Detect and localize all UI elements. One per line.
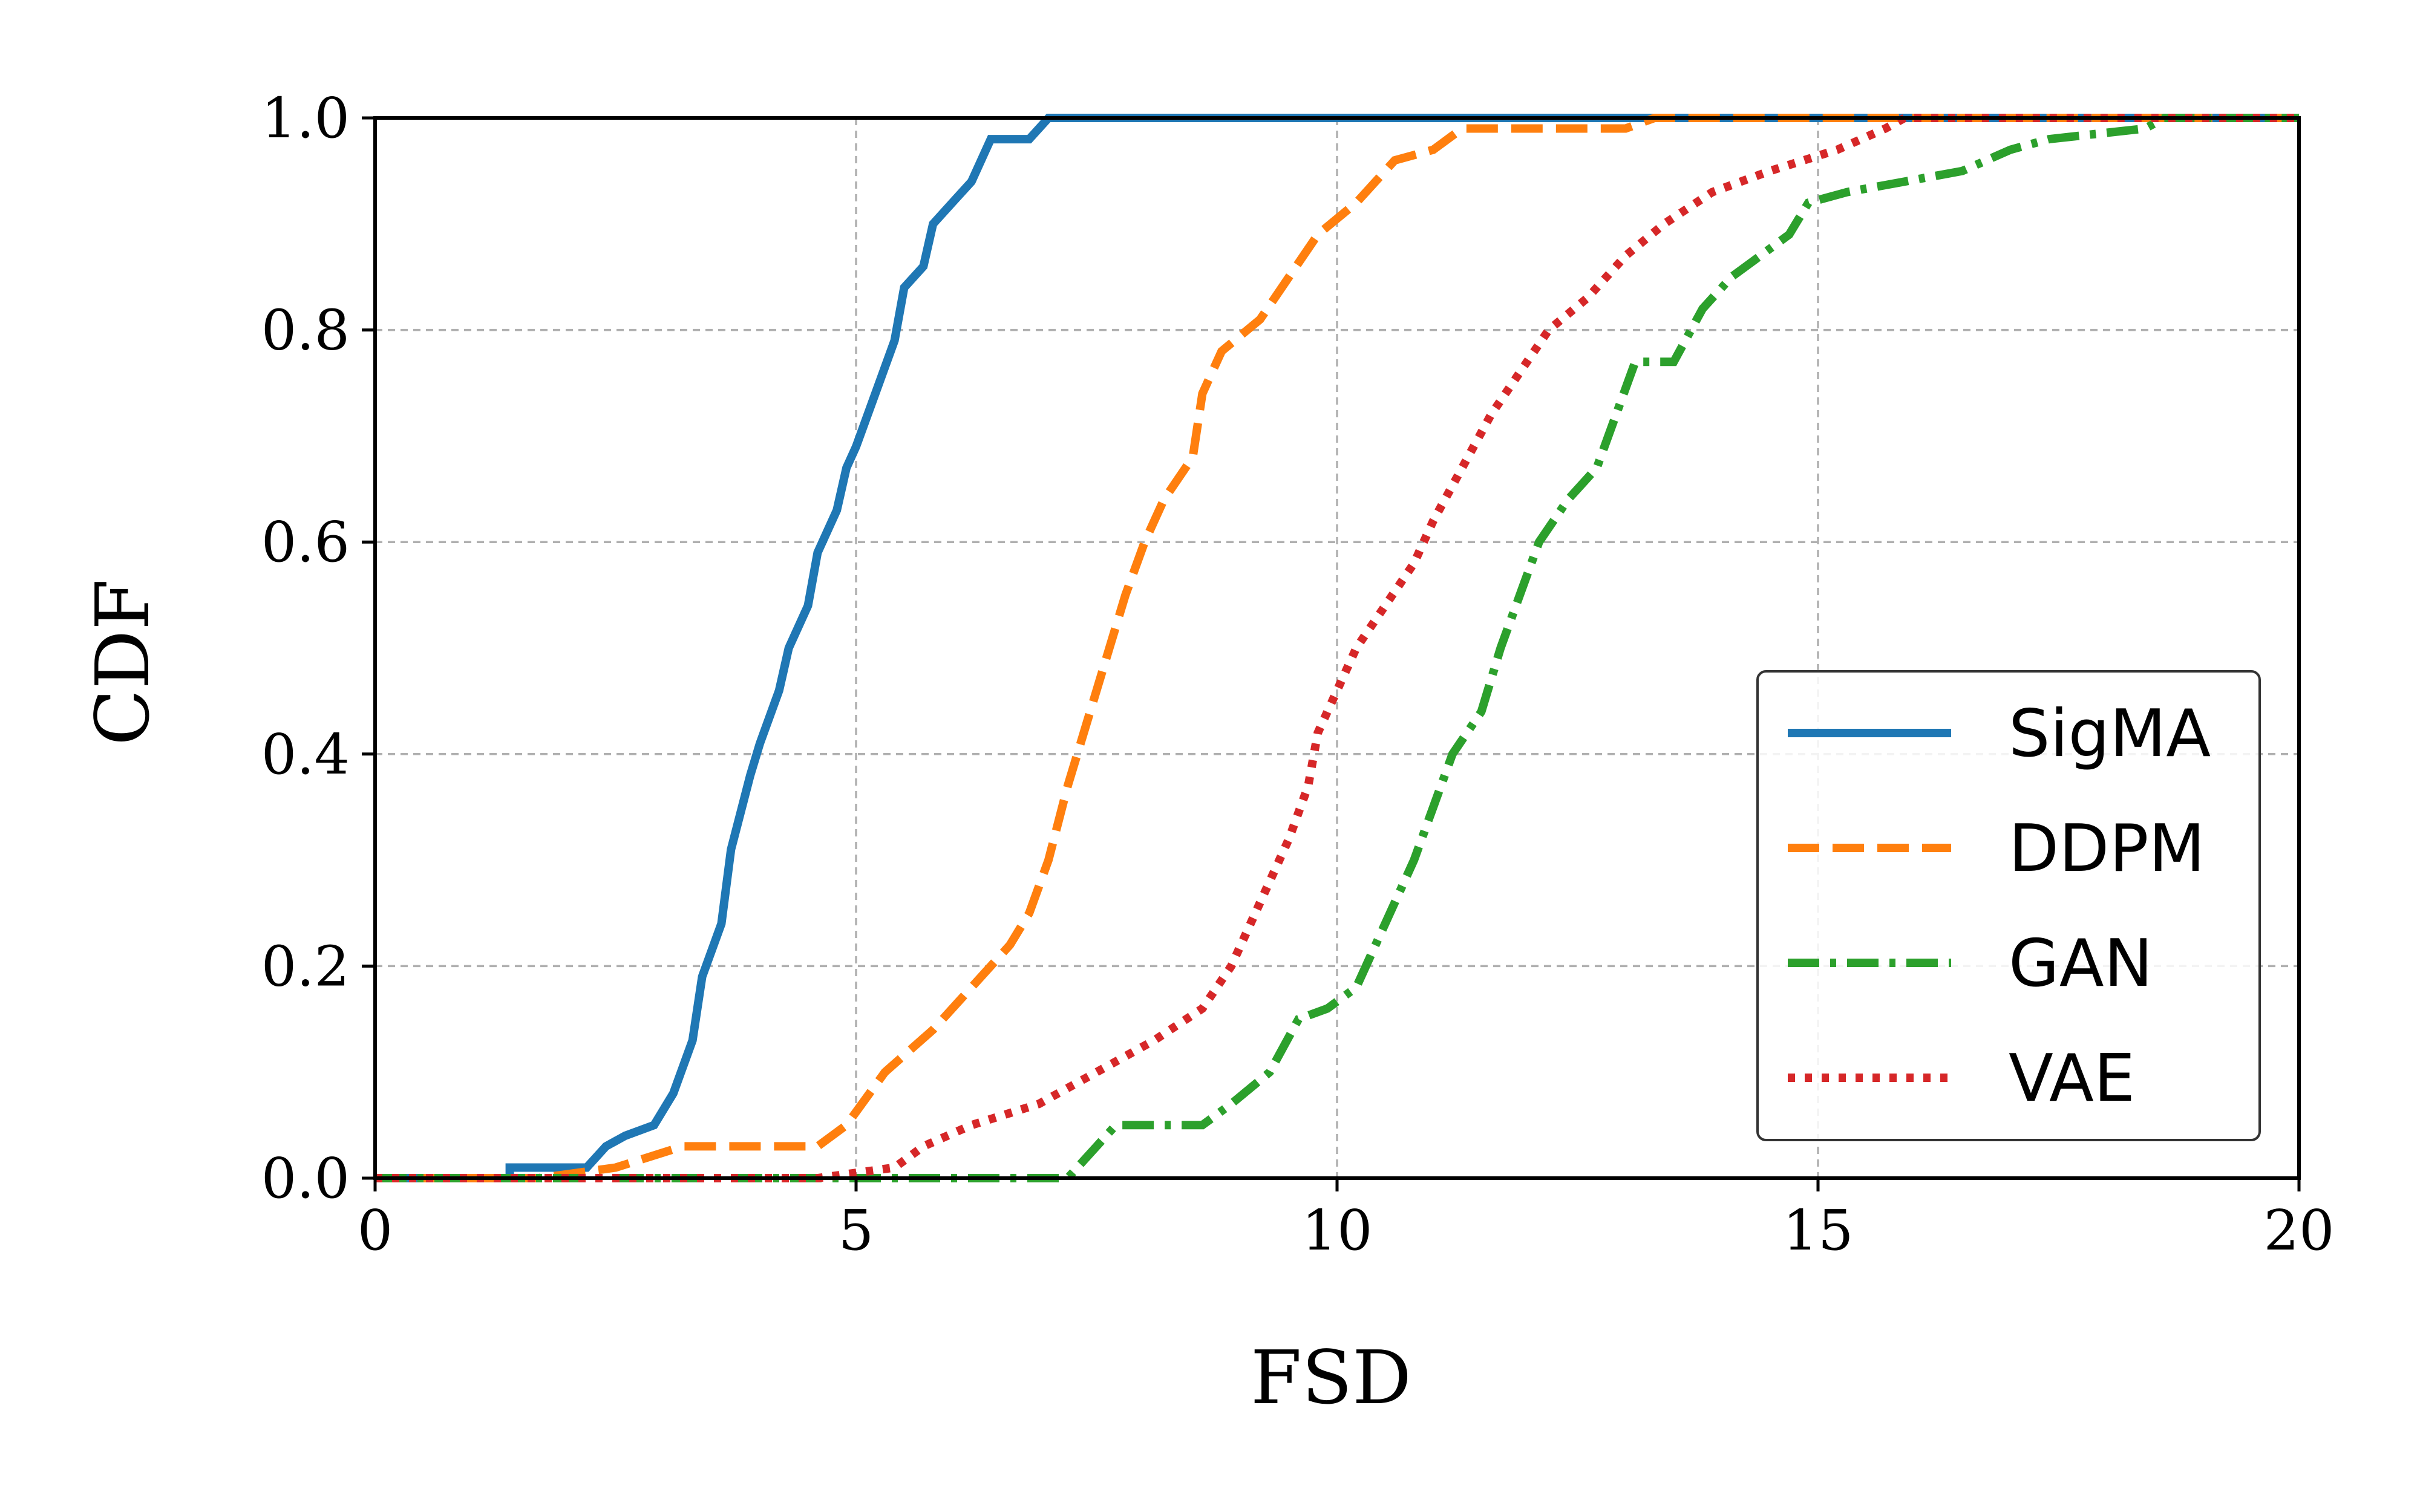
legend-label-sigma: SigMA: [2009, 696, 2211, 772]
series-layer: [375, 114, 2299, 1182]
y-tick-label: 0.4: [261, 722, 350, 787]
y-tick-label: 0.8: [261, 298, 350, 363]
x-tick-label: 15: [1782, 1198, 1853, 1263]
legend-label-gan: GAN: [2009, 926, 2153, 1002]
x-tick-label: 5: [839, 1198, 874, 1263]
series-line-ddpm: [375, 114, 2299, 1182]
legend-label-vae: VAE: [2009, 1041, 2135, 1116]
y-tick-label: 0.6: [261, 510, 350, 575]
y-axis: 0.0 0.2 0.4 0.6 0.8 1.0: [261, 86, 375, 1211]
legend-box: [1756, 670, 2261, 1141]
y-axis-title: CDF: [80, 579, 166, 746]
series-line-sigma: [375, 114, 2299, 1182]
legend-label-ddpm: DDPM: [2009, 811, 2205, 887]
x-tick-label: 20: [2263, 1198, 2334, 1263]
series-line-vae: [375, 114, 2299, 1182]
x-tick-label: 0: [358, 1198, 393, 1263]
legend: SigMA DDPM GAN VAE: [1756, 670, 2261, 1141]
x-axis-title: FSD: [1251, 1335, 1411, 1421]
x-axis: 0 5 10 15 20: [358, 1178, 2335, 1263]
y-tick-label: 0.2: [261, 934, 350, 999]
x-tick-label: 10: [1301, 1198, 1372, 1263]
series-line-gan: [375, 114, 2299, 1182]
y-tick-label: 1.0: [261, 86, 350, 151]
y-tick-label: 0.0: [261, 1146, 350, 1211]
